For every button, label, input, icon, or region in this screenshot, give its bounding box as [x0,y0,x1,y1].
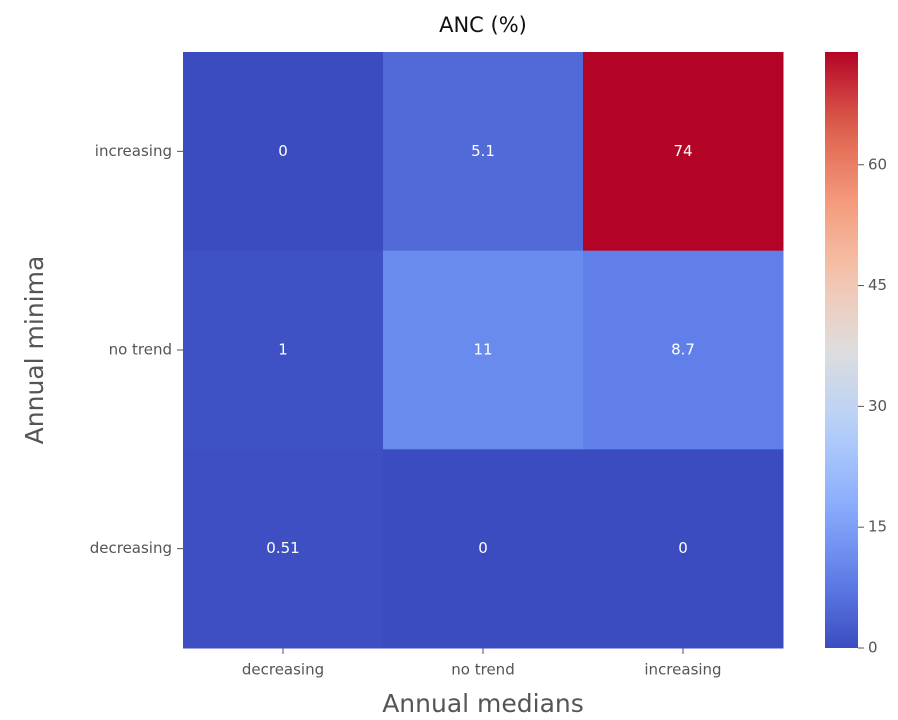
cell-value-label: 74 [673,142,692,160]
cell-value-label: 11 [473,341,492,359]
y-tick-label: increasing [95,142,172,160]
heatmap-cell [383,449,584,649]
colorbar [825,52,858,648]
heatmap-cell [183,449,384,649]
x-tick-label: increasing [644,661,721,679]
cell-value-label: 5.1 [471,142,495,160]
cell-value-label: 8.7 [671,341,695,359]
cell-value-label: 0 [478,539,488,557]
heatmap-cell [583,52,784,252]
heatmap-cell [383,250,584,450]
colorbar-tick-label: 60 [868,155,887,173]
heatmap-cell [383,52,584,252]
colorbar-tick-label: 45 [868,276,887,294]
cell-value-label: 0.51 [266,539,299,557]
heatmap-cell [183,250,384,450]
x-tick-label: decreasing [242,661,324,679]
colorbar-tick-label: 30 [868,397,887,415]
colorbar-tick-label: 15 [868,518,887,536]
colorbar-tick-label: 0 [868,639,878,657]
heatmap-cell [583,449,784,649]
y-axis-label: Annual minima [20,256,49,445]
x-tick-label: no trend [451,661,514,679]
cell-value-label: 0 [678,539,688,557]
heatmap-cell [183,52,384,252]
cell-value-label: 1 [278,341,288,359]
y-tick-label: no trend [109,341,172,359]
x-axis-label: Annual medians [382,689,584,718]
heatmap-cell [583,250,784,450]
cell-value-label: 0 [278,142,288,160]
chart-title: ANC (%) [439,13,527,37]
y-tick-label: decreasing [90,539,172,557]
